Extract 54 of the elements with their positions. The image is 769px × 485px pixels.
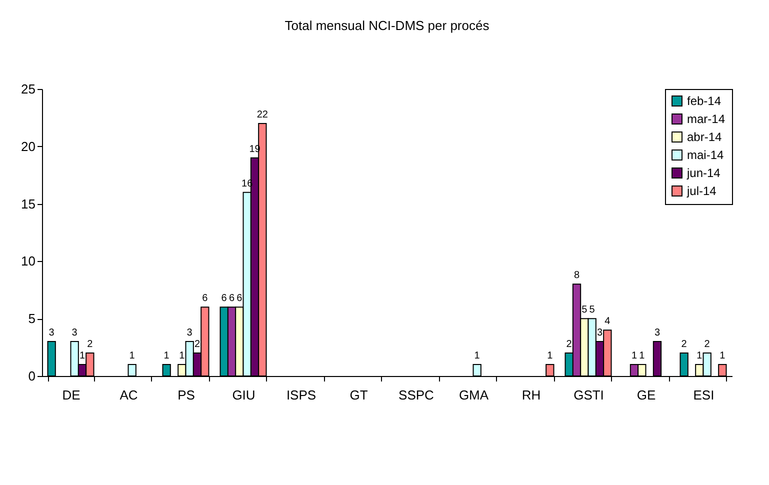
x-tick-label: PS [178, 388, 196, 402]
y-tick-label: 25 [21, 82, 36, 96]
x-tick-label: GT [350, 388, 368, 402]
data-label: 2 [87, 339, 94, 350]
y-tick-label: 10 [21, 254, 36, 269]
legend-label: feb-14 [687, 94, 722, 108]
x-tick-label: GMA [458, 388, 489, 402]
legend-label: mai-14 [687, 148, 724, 162]
data-label: 3 [186, 328, 193, 339]
y-tick-label: 5 [28, 311, 36, 326]
data-label: 1 [179, 350, 186, 362]
data-label: 3 [48, 328, 55, 339]
x-tick-label: DE [62, 388, 81, 402]
data-label: 6 [228, 293, 235, 304]
x-tick-label: GIU [232, 388, 256, 402]
legend-label: abr-14 [687, 130, 722, 144]
data-label: 8 [574, 270, 580, 282]
data-label: 2 [681, 339, 688, 350]
data-label: 1 [474, 350, 480, 362]
x-tick-label: ESI [693, 388, 714, 402]
data-label: 6 [202, 293, 208, 304]
data-label: 22 [256, 109, 268, 120]
data-label: 2 [704, 339, 710, 350]
data-label: 6 [236, 293, 243, 304]
data-label: 1 [129, 350, 136, 362]
y-tick-label: 0 [28, 368, 36, 384]
data-label: 2 [566, 339, 572, 350]
data-label: 5 [582, 304, 588, 316]
data-label: 1 [720, 350, 726, 362]
x-tick-label: RH [522, 388, 541, 402]
legend-label: jul-14 [686, 184, 717, 198]
x-tick-label: AC [120, 388, 138, 402]
data-label: 1 [79, 350, 86, 362]
y-tick-label: 20 [21, 138, 36, 154]
data-label: 6 [221, 293, 228, 304]
data-label: 3 [596, 328, 603, 339]
data-label: 1 [696, 350, 703, 362]
data-label: 4 [604, 316, 611, 328]
data-label: 1 [639, 350, 646, 362]
legend-label: mar-14 [687, 112, 726, 126]
data-label: 5 [589, 304, 596, 316]
x-tick-label: GSTI [574, 388, 604, 402]
data-label: 3 [654, 328, 660, 339]
legend-label: jun-14 [686, 166, 721, 180]
x-tick-label: SSPC [398, 388, 434, 402]
data-label: 2 [194, 339, 200, 350]
chart-title: Total mensual NCI-DMS per procés [284, 18, 490, 33]
x-tick-label: ISPS [286, 388, 316, 402]
data-label: 1 [631, 350, 638, 362]
y-tick-label: 15 [21, 196, 36, 212]
data-label: 1 [164, 350, 170, 362]
x-tick-label: GE [636, 388, 656, 402]
data-label: 1 [547, 350, 554, 362]
data-label: 3 [72, 328, 78, 339]
